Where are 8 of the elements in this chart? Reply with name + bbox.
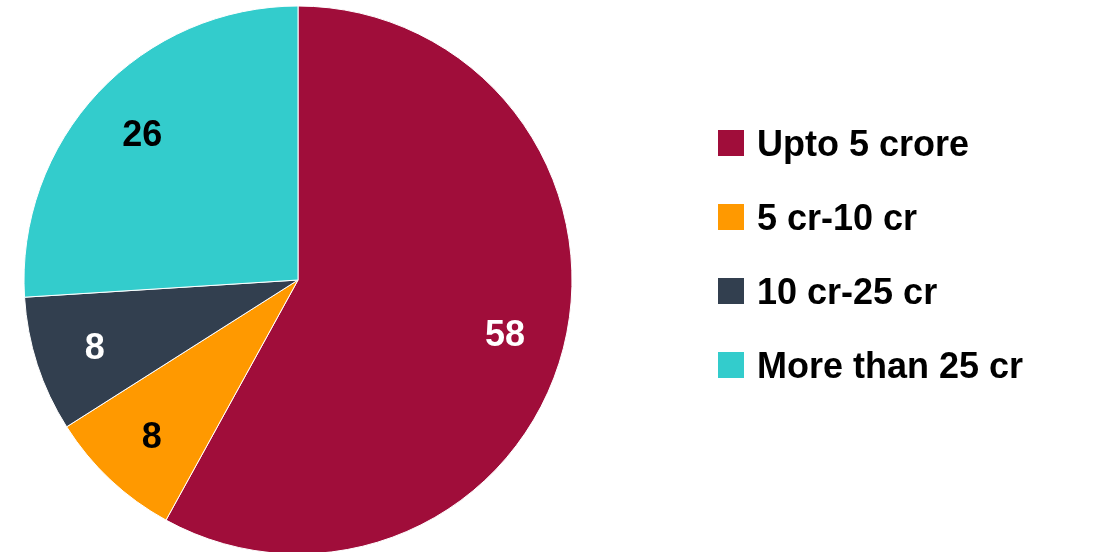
data-label: 58 bbox=[484, 312, 526, 354]
legend-label: 10 cr-25 cr bbox=[757, 270, 938, 312]
data-label: 8 bbox=[84, 325, 105, 367]
legend-label: More than 25 cr bbox=[757, 344, 1024, 386]
legend-label: 5 cr-10 cr bbox=[757, 196, 918, 238]
data-label: 26 bbox=[122, 113, 163, 155]
data-label: 8 bbox=[141, 415, 162, 457]
legend-label: Upto 5 crore bbox=[757, 122, 970, 164]
